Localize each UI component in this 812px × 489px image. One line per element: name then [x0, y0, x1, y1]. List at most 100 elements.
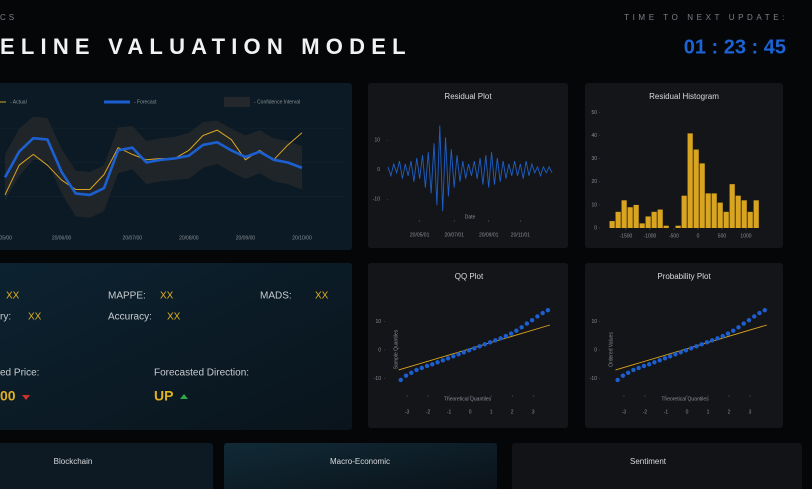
scatter-point — [620, 373, 626, 378]
y-tick-label: 0 — [378, 347, 381, 353]
scatter-point — [725, 331, 731, 336]
legend-label: - Confidence Interval — [254, 99, 300, 105]
qq-panel — [368, 263, 568, 428]
down-arrow — [22, 395, 30, 400]
scatter-point — [445, 356, 451, 361]
y-tick-label: 50 — [591, 110, 597, 116]
scatter-point — [403, 373, 409, 378]
scatter-point — [508, 331, 514, 336]
tab-label[interactable]: Sentiment — [630, 457, 667, 466]
x-tick-label: 3 — [749, 409, 752, 415]
direction-value: UP — [154, 388, 173, 404]
metric-value: XX — [315, 291, 329, 302]
scatter-point — [752, 314, 757, 319]
histogram-bar — [723, 211, 729, 228]
x-tick-label: 1 — [490, 409, 493, 415]
y-tick-label: 30 — [591, 156, 597, 162]
scatter-point — [472, 346, 477, 351]
y-tick-label: 10 — [591, 319, 597, 325]
x-tick-label: -1 — [664, 409, 669, 415]
histogram-bar — [687, 133, 693, 228]
price-value: 00 — [0, 388, 16, 404]
tab-panel[interactable] — [0, 443, 213, 489]
scatter-point — [694, 344, 699, 349]
metric-value: XX — [28, 312, 42, 323]
x-tick-label: -3 — [622, 409, 627, 415]
scatter-point — [535, 314, 540, 319]
y-tick-label: -10 — [590, 376, 597, 382]
histogram-bar — [729, 184, 735, 228]
chart-title: QQ Plot — [455, 272, 484, 281]
histogram-bar — [627, 207, 633, 228]
scatter-point — [715, 336, 720, 341]
scatter-point — [461, 350, 467, 355]
scatter-point — [699, 342, 704, 347]
scatter-point — [540, 310, 545, 316]
scatter-point — [545, 307, 551, 313]
histogram-bar — [633, 204, 639, 228]
scatter-point — [409, 370, 414, 376]
scatter-point — [683, 348, 689, 353]
x-tick-label: 20/11/01 — [511, 232, 530, 238]
scatter-point — [477, 344, 482, 349]
x-tick-label: 0 — [686, 409, 689, 415]
y-tick-label: 10 — [591, 202, 597, 208]
scatter-point — [451, 354, 456, 359]
histogram-bar — [717, 202, 723, 228]
x-tick-label: 500 — [718, 233, 727, 239]
x-tick-label: 2 — [511, 409, 514, 415]
histogram-bar — [753, 200, 759, 228]
y-tick-label: 20 — [591, 179, 597, 185]
tab-panel[interactable] — [512, 443, 802, 489]
histogram-bar — [651, 211, 657, 228]
y-tick-label: 40 — [591, 133, 597, 139]
metric-value: XX — [160, 291, 174, 302]
scatter-point — [673, 352, 678, 357]
scatter-point — [514, 328, 519, 333]
scatter-point — [414, 367, 419, 373]
x-tick-label: 20/06/00 — [52, 235, 72, 241]
histogram-bar — [699, 163, 705, 228]
scatter-point — [615, 377, 620, 383]
x-tick-label: -500 — [669, 233, 679, 239]
x-tick-label: 0 — [469, 409, 472, 415]
x-axis-label: Theoretical Quantiles — [444, 396, 492, 402]
tab-label[interactable]: Macro-Economic — [330, 457, 390, 466]
scatter-point — [631, 367, 636, 373]
scatter-point — [636, 365, 641, 371]
app-subtitle: CS — [0, 13, 17, 22]
scatter-point — [482, 342, 488, 347]
series-line — [3, 136, 303, 197]
scatter-point — [519, 325, 524, 330]
scatter-point — [529, 317, 535, 323]
histogram-bar — [609, 221, 615, 228]
chart-title: Residual Histogram — [649, 92, 719, 101]
metric-label: ry: — [0, 312, 11, 323]
chart-title: Residual Plot — [444, 92, 492, 101]
scatter-point — [757, 310, 762, 316]
tab-label[interactable]: Blockchain — [54, 457, 93, 466]
histogram-bar — [741, 200, 747, 228]
scatter-point — [762, 307, 767, 313]
x-tick-label: -1 — [447, 409, 452, 415]
metric-label: Accuracy: — [108, 312, 152, 323]
update-label: TIME TO NEXT UPDATE: — [624, 13, 788, 22]
scatter-point — [741, 321, 746, 326]
scatter-point — [440, 358, 446, 363]
x-axis-label: Theoretical Quantiles — [661, 396, 709, 402]
histogram-bar — [645, 216, 651, 228]
x-tick-label: -3 — [405, 409, 410, 415]
x-tick-label: -1000 — [644, 233, 657, 239]
scatter-point — [524, 321, 530, 326]
x-tick-label: 1000 — [740, 233, 751, 239]
tab-panel[interactable] — [224, 443, 497, 489]
probability-panel — [585, 263, 783, 428]
x-tick-label: 2 — [728, 409, 731, 415]
x-axis-label: Date — [465, 214, 476, 220]
metric-value: XX — [6, 291, 20, 302]
y-tick-label: -10 — [374, 376, 381, 382]
scatter-point — [731, 328, 736, 333]
y-tick-label: 0 — [594, 225, 597, 231]
scatter-point — [625, 370, 631, 376]
